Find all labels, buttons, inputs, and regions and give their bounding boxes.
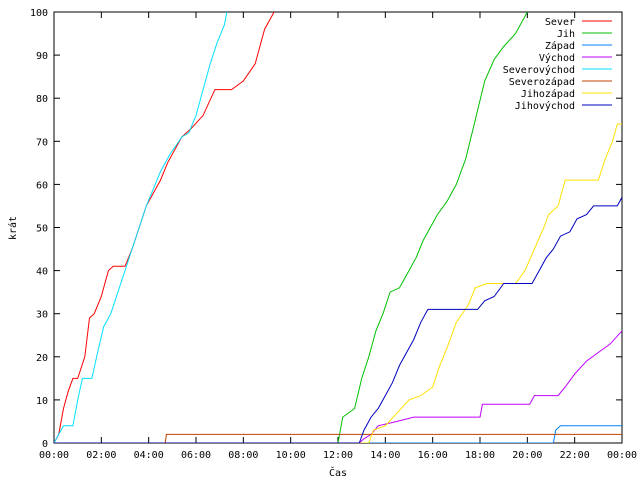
x-tick-label: 06:00 — [181, 450, 211, 461]
legend-label: Jihovýchod — [515, 100, 575, 112]
legend: SeverJihZápadVýchodSeverovýchodSeverozáp… — [503, 17, 612, 112]
y-axis-label: krát — [7, 216, 19, 240]
series-line-7 — [54, 123, 622, 443]
series-line-2 — [54, 12, 528, 443]
x-tick-label: 18:00 — [465, 450, 495, 461]
y-tick-label: 10 — [36, 396, 48, 407]
x-tick-label: 22:00 — [560, 450, 590, 461]
x-tick-label: 00:00 — [607, 450, 637, 461]
series-line-8 — [54, 197, 622, 443]
x-tick-label: 16:00 — [418, 450, 448, 461]
series-line-6 — [54, 433, 622, 443]
y-tick-label: 30 — [36, 310, 48, 321]
legend-label: Severovýchod — [503, 64, 575, 76]
y-tick-label: 80 — [36, 94, 48, 105]
series-line-4 — [54, 330, 622, 443]
y-tick-label: 60 — [36, 180, 48, 191]
x-tick-label: 08:00 — [228, 450, 258, 461]
legend-label: Východ — [539, 52, 575, 64]
series-line-3 — [54, 425, 622, 443]
y-tick-label: 70 — [36, 137, 48, 148]
legend-label: Jihozápad — [521, 88, 575, 100]
legend-label: Západ — [545, 40, 575, 52]
legend-label: Sever — [545, 17, 575, 28]
legend-label: Jih — [557, 29, 575, 40]
y-tick-label: 90 — [36, 51, 48, 62]
axis-ticks: 0 10 20 30 40 50 60 70 80 90 100 00:00 02:00 04:00 06:… — [30, 8, 637, 461]
x-tick-label: 00:00 — [39, 450, 69, 461]
x-axis-label: Čas — [329, 466, 347, 479]
y-tick-label: 0 — [42, 439, 48, 450]
x-tick-label: 14:00 — [370, 450, 400, 461]
series-line-5 — [54, 12, 228, 443]
series-layer — [54, 12, 622, 443]
y-tick-label: 40 — [36, 267, 48, 278]
y-tick-label: 20 — [36, 353, 48, 364]
x-tick-label: 12:00 — [323, 450, 353, 461]
x-tick-label: 20:00 — [512, 450, 542, 461]
x-tick-label: 04:00 — [134, 450, 164, 461]
y-tick-label: 50 — [36, 224, 48, 235]
y-tick-label: 100 — [30, 8, 48, 19]
x-tick-label: 10:00 — [276, 450, 306, 461]
legend-label: Severozápad — [509, 76, 575, 88]
x-tick-label: 02:00 — [86, 450, 116, 461]
